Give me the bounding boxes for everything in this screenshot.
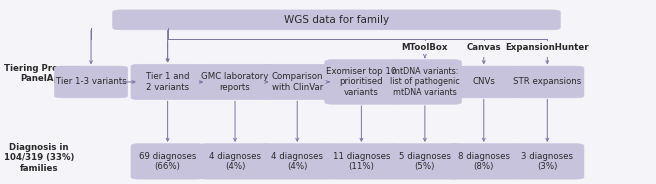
Text: 8 diagnoses
(8%): 8 diagnoses (8%) (458, 151, 510, 171)
Text: Tier 1 and
2 variants: Tier 1 and 2 variants (146, 72, 190, 92)
FancyBboxPatch shape (388, 144, 462, 179)
Text: 3 diagnoses
(3%): 3 diagnoses (3%) (522, 151, 573, 171)
Text: 69 diagnoses
(66%): 69 diagnoses (66%) (139, 151, 196, 171)
Text: WGS data for family: WGS data for family (284, 15, 389, 25)
FancyBboxPatch shape (510, 66, 584, 98)
Text: Diagnosis in
104/319 (33%)
families: Diagnosis in 104/319 (33%) families (4, 143, 74, 173)
FancyBboxPatch shape (447, 144, 520, 179)
FancyBboxPatch shape (260, 144, 334, 179)
FancyBboxPatch shape (325, 144, 398, 179)
Text: MToolBox: MToolBox (401, 43, 448, 52)
FancyBboxPatch shape (260, 64, 334, 100)
Text: Tier 1-3 variants: Tier 1-3 variants (56, 77, 127, 86)
FancyBboxPatch shape (131, 64, 204, 100)
Text: Exomiser top 10
prioritised
variants: Exomiser top 10 prioritised variants (326, 67, 397, 97)
FancyBboxPatch shape (113, 10, 560, 30)
FancyBboxPatch shape (325, 60, 398, 104)
FancyBboxPatch shape (198, 144, 272, 179)
FancyBboxPatch shape (131, 144, 204, 179)
Text: 11 diagnoses
(11%): 11 diagnoses (11%) (333, 151, 390, 171)
Text: GMC laboratory
reports: GMC laboratory reports (201, 72, 269, 92)
FancyBboxPatch shape (510, 144, 584, 179)
FancyBboxPatch shape (54, 66, 128, 98)
Text: STR expansions: STR expansions (513, 77, 581, 86)
FancyBboxPatch shape (198, 64, 272, 100)
Text: 4 diagnoses
(4%): 4 diagnoses (4%) (271, 151, 323, 171)
Text: Canvas: Canvas (466, 43, 501, 52)
Text: Tiering Process,
PanelApp: Tiering Process, PanelApp (4, 64, 83, 83)
FancyBboxPatch shape (447, 66, 520, 98)
Text: CNVs: CNVs (472, 77, 495, 86)
Text: Comparison
with ClinVar: Comparison with ClinVar (272, 72, 323, 92)
Text: mtDNA variants:
list of pathogenic
mtDNA variants: mtDNA variants: list of pathogenic mtDNA… (390, 67, 460, 97)
Text: 5 diagnoses
(5%): 5 diagnoses (5%) (399, 151, 451, 171)
FancyBboxPatch shape (388, 60, 462, 104)
Text: ExpansionHunter: ExpansionHunter (506, 43, 589, 52)
Text: 4 diagnoses
(4%): 4 diagnoses (4%) (209, 151, 261, 171)
